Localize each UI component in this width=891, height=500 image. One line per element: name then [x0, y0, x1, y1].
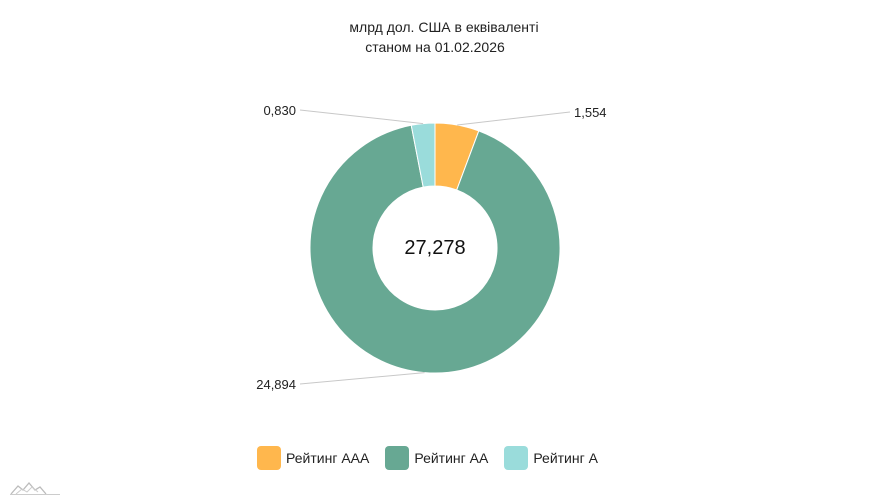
data-label-aaa: 1,554	[574, 105, 607, 120]
chart-subtitle-line-1: млрд дол. США в еквіваленті	[349, 19, 539, 35]
legend-item-aa[interactable]: Рейтинг АА	[385, 446, 488, 470]
leader-line-aa	[299, 372, 425, 385]
legend-item-a[interactable]: Рейтинг А	[504, 446, 598, 470]
legend-label-aa: Рейтинг АА	[414, 450, 489, 466]
donut-slice-aa[interactable]	[309, 124, 561, 374]
donut-slice-a[interactable]	[410, 122, 436, 188]
chart-subtitle-line-2: станом на 01.02.2026	[365, 39, 505, 55]
legend-label-a: Рейтинг А	[533, 450, 598, 466]
leader-line-a	[299, 109, 424, 125]
legend-swatch-aaa	[257, 446, 282, 470]
leader-line-aaa	[457, 111, 571, 126]
watermark-logo-icon	[10, 482, 60, 495]
legend-swatch-a	[504, 446, 529, 470]
data-label-a: 0,830	[263, 103, 296, 118]
legend-label-aaa: Рейтинг ААА	[286, 450, 370, 466]
legend-swatch-aa	[385, 446, 410, 470]
donut-total-label: 27,278	[404, 237, 465, 259]
legend-item-aaa[interactable]: Рейтинг ААА	[257, 446, 369, 470]
data-label-aa: 24,894	[256, 377, 296, 392]
chart-legend: Рейтинг ААА Рейтинг АА Рейтинг А	[0, 446, 855, 470]
